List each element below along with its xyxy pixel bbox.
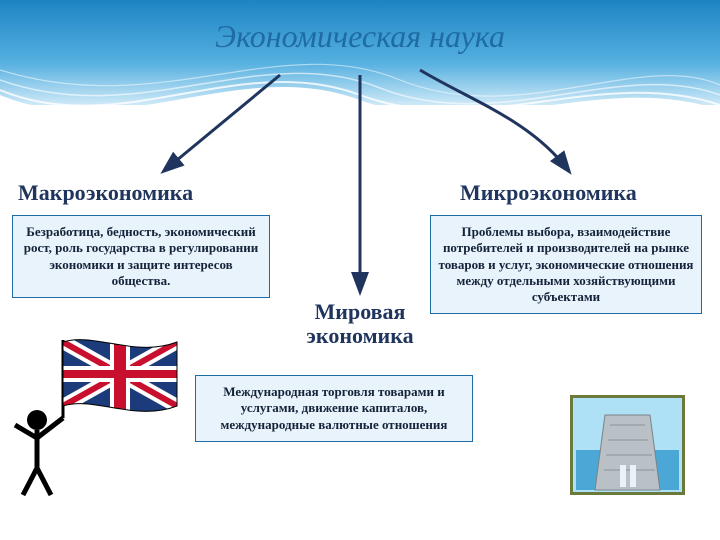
box-macro: Безработица, бедность, экономический рос… bbox=[12, 215, 270, 298]
heading-macro: Макроэкономика bbox=[18, 180, 193, 206]
arrow-to-world bbox=[340, 70, 380, 300]
heading-micro: Микроэкономика bbox=[460, 180, 637, 206]
arrow-to-macro bbox=[150, 70, 290, 180]
heading-world: Мировая экономика bbox=[290, 300, 430, 348]
page-title: Экономическая наука bbox=[0, 18, 720, 55]
box-micro: Проблемы выбора, взаимодействие потребит… bbox=[430, 215, 702, 314]
dam-icon bbox=[570, 395, 685, 495]
flag-figure-icon bbox=[5, 330, 185, 500]
box-world: Международная торговля товарами и услуга… bbox=[195, 375, 473, 442]
arrow-to-micro bbox=[410, 65, 580, 180]
